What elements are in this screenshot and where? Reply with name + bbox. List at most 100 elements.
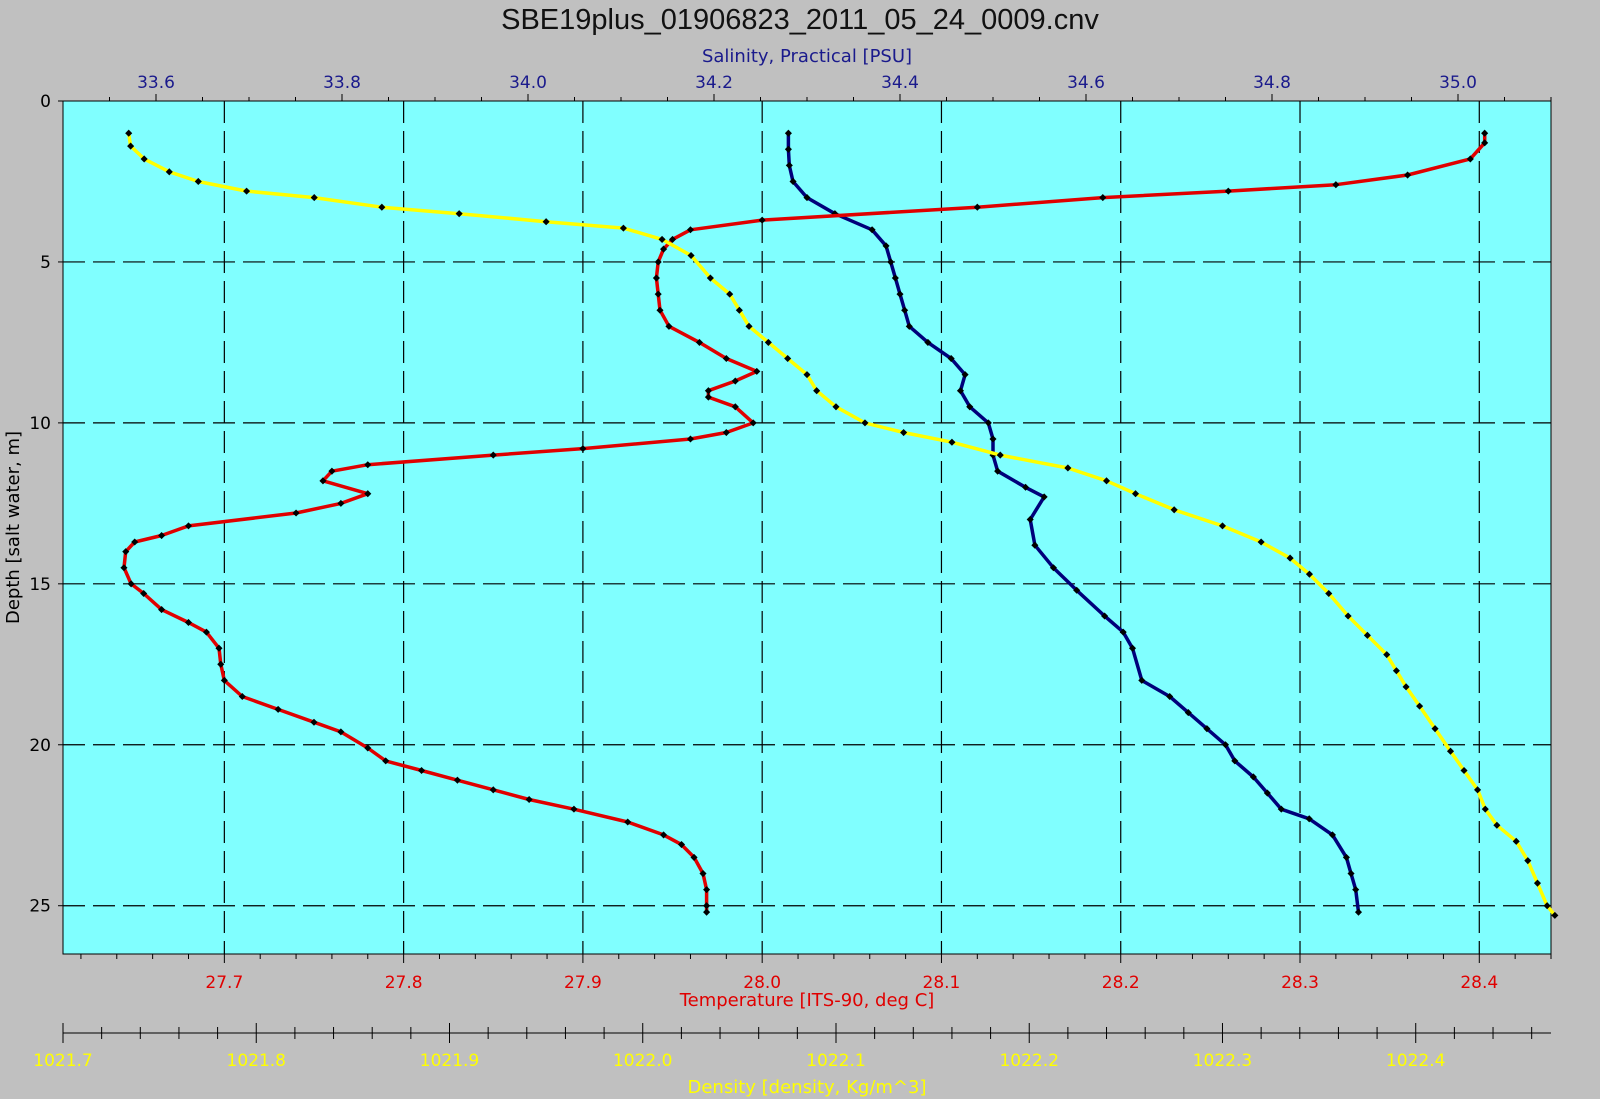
- temperature-point: [624, 818, 632, 826]
- density-point: [125, 129, 133, 137]
- temperature-point: [722, 354, 730, 363]
- temperature-point: [140, 589, 148, 598]
- salinity-point: [785, 161, 793, 169]
- density-point: [455, 210, 463, 218]
- salinity-point: [961, 371, 969, 379]
- temperature-point: [656, 306, 664, 314]
- temperature-point: [184, 522, 193, 530]
- temperature-tick-label: 28.3: [1281, 973, 1319, 993]
- temperature-point: [220, 676, 228, 684]
- temperature-tick-label: 27.9: [564, 973, 602, 993]
- temperature-point: [120, 564, 128, 572]
- temperature-point: [215, 644, 223, 652]
- salinity-point: [994, 467, 1002, 475]
- temperature-point: [699, 869, 707, 878]
- temperature-point: [131, 538, 139, 546]
- temperature-point: [704, 387, 712, 395]
- temperature-point: [677, 841, 686, 849]
- temperature-point: [202, 628, 210, 636]
- temperature-point: [418, 766, 426, 775]
- density-point: [619, 224, 627, 232]
- salinity-point: [891, 274, 899, 282]
- temperature-tick-label: 28.2: [1102, 973, 1140, 993]
- temperature-point: [579, 445, 587, 453]
- temperature-point: [660, 831, 668, 839]
- density-point: [658, 235, 666, 243]
- y-tick-label: 15: [29, 575, 51, 595]
- salinity-point: [784, 145, 792, 153]
- temperature-point: [652, 274, 660, 282]
- salinity-tick-label: 33.6: [137, 73, 175, 93]
- temperature-tick-label: 28.4: [1460, 973, 1498, 993]
- temperature-point: [669, 235, 677, 243]
- y-tick-label: 25: [29, 897, 51, 917]
- density-point: [140, 155, 148, 163]
- y-tick-label: 10: [29, 414, 51, 434]
- salinity-point: [956, 387, 964, 395]
- temperature-point: [686, 435, 695, 443]
- depth-axis-title: Depth [salt water, m]: [3, 431, 24, 624]
- density-point: [706, 274, 714, 282]
- density-point: [813, 387, 821, 395]
- temperature-point: [158, 606, 166, 614]
- salinity-tick-label: 34.6: [1067, 73, 1105, 93]
- plot-area: [62, 100, 1552, 955]
- salinity-tick-label: 34.0: [509, 73, 547, 93]
- salinity-point: [984, 419, 992, 427]
- density-point: [243, 187, 251, 195]
- temperature-point: [319, 477, 327, 485]
- temperature-point: [753, 367, 761, 375]
- density-point: [726, 290, 734, 298]
- salinity-axis-title: Salinity, Practical [PSU]: [702, 46, 912, 67]
- salinity-point: [947, 354, 955, 363]
- temperature-point: [690, 853, 698, 861]
- temperature-point: [731, 403, 739, 411]
- density-point: [687, 251, 695, 260]
- density-tick-label: 1022.0: [613, 1051, 672, 1071]
- salinity-point: [789, 177, 797, 186]
- temperature-point: [364, 461, 372, 469]
- temperature-point: [704, 393, 712, 401]
- temperature-point: [749, 419, 757, 427]
- temperature-point: [337, 499, 345, 507]
- temperature-point: [158, 532, 166, 540]
- salinity-point: [924, 338, 932, 346]
- density-tick-label: 1022.4: [1386, 1051, 1445, 1071]
- salinity-point: [784, 129, 792, 137]
- salinity-tick-label: 34.8: [1253, 73, 1291, 93]
- density-point: [310, 194, 318, 202]
- density-point: [861, 419, 869, 427]
- salinity-tick-label: 33.8: [323, 73, 361, 93]
- temperature-point: [328, 467, 336, 475]
- salinity-point: [905, 322, 913, 330]
- density-axis-title: Density [density, Kg/m^3]: [687, 1077, 926, 1098]
- y-tick-label: 20: [29, 736, 51, 756]
- temperature-point: [184, 618, 193, 626]
- temperature-point: [973, 203, 981, 211]
- density-tick-label: 1022.3: [1193, 1051, 1252, 1071]
- density-point: [194, 177, 202, 186]
- temperature-point: [660, 245, 668, 253]
- temperature-point: [758, 216, 766, 224]
- salinity-point: [989, 435, 997, 443]
- density-point: [996, 451, 1004, 459]
- temperature-point: [310, 718, 318, 726]
- density-point: [745, 322, 753, 330]
- density-point: [764, 338, 772, 346]
- temperature-point: [127, 580, 135, 588]
- salinity-point: [803, 194, 811, 202]
- temperature-point: [238, 692, 246, 701]
- temperature-tick-label: 27.8: [385, 973, 423, 993]
- density-line: [126, 132, 1557, 917]
- salinity-point: [868, 226, 876, 234]
- salinity-point: [1022, 483, 1030, 491]
- temperature-tick-label: 28.0: [743, 973, 781, 993]
- temperature-point: [654, 258, 662, 266]
- temperature-point: [364, 744, 372, 752]
- density-point: [542, 218, 550, 226]
- temperature-point: [722, 429, 730, 437]
- temperature-point: [122, 548, 130, 556]
- salinity-line: [786, 133, 1361, 913]
- salinity-tick-label: 34.2: [695, 73, 733, 93]
